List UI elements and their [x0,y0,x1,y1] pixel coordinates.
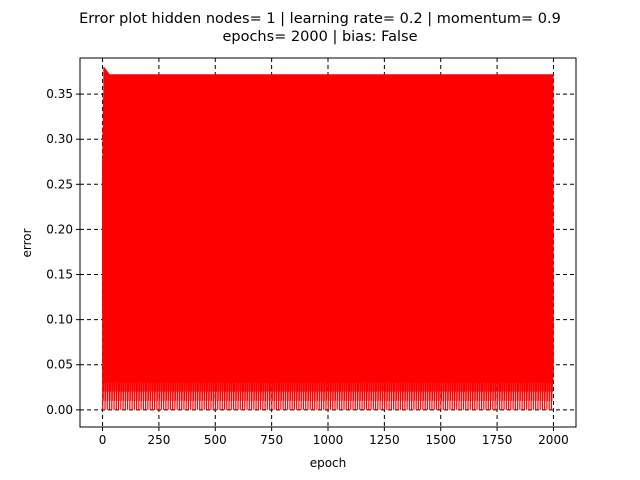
series-error [101,67,554,410]
chart-title-line-2: epochs= 2000 | bias: False [222,29,417,45]
y-tick-label: 0.20 [46,222,73,236]
y-axis-label: error [20,228,34,257]
y-axis-ticks: 0.00 0.05 0.10 0.15 0.20 0.25 0.30 0.35 [46,87,80,417]
x-axis-ticks: 0 250 500 750 1000 1250 1500 1750 2000 [99,427,569,447]
y-tick-label: 0.10 [46,313,73,327]
y-tick-label: 0.15 [46,268,73,282]
y-tick-label: 0.35 [46,87,73,101]
x-tick-label: 250 [147,433,170,447]
chart-title-line-1: Error plot hidden nodes= 1 | learning ra… [79,11,561,27]
x-tick-label: 1500 [425,433,456,447]
y-tick-label: 0.30 [46,132,73,146]
x-tick-label: 750 [260,433,283,447]
x-tick-label: 2000 [538,433,569,447]
x-tick-label: 0 [99,433,107,447]
x-axis-label: epoch [310,456,347,470]
x-tick-label: 1000 [313,433,344,447]
series-error-line [101,67,554,410]
x-tick-label: 1750 [482,433,513,447]
y-tick-label: 0.00 [46,403,73,417]
x-tick-label: 500 [204,433,227,447]
y-tick-label: 0.05 [46,358,73,372]
y-tick-label: 0.25 [46,177,73,191]
x-tick-label: 1250 [369,433,400,447]
